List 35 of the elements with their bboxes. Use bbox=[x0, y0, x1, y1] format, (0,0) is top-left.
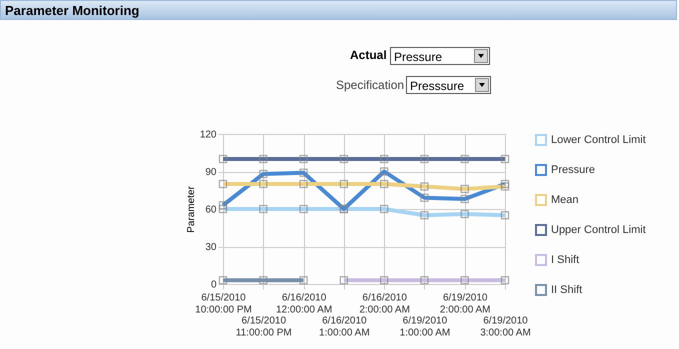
text: Specification bbox=[336, 78, 404, 92]
legend-label: Upper Control Limit bbox=[551, 224, 646, 236]
point bbox=[299, 154, 308, 164]
point bbox=[380, 154, 388, 164]
point bbox=[340, 154, 348, 164]
y-axis-title: Parameter bbox=[186, 185, 197, 233]
legend-label: Mean bbox=[551, 194, 579, 206]
point bbox=[420, 154, 429, 164]
text: Parameter Monitoring bbox=[0, 0, 677, 20]
point bbox=[500, 154, 510, 164]
y-tick-label: 30 bbox=[205, 242, 217, 253]
x-tick-label: 6/19/2010 1:00:00 AM bbox=[400, 316, 450, 338]
dropdown-field: Pressure bbox=[390, 47, 490, 65]
y-tick-label: 90 bbox=[205, 167, 217, 178]
x-tick-label: 6/15/2010 11:00:00 PM bbox=[236, 316, 292, 338]
y-tick-label: 60 bbox=[205, 204, 217, 216]
legend-label: Lower Control Limit bbox=[551, 134, 646, 146]
x-tick-label: 6/16/2010 2:00:00 AM bbox=[359, 292, 410, 316]
x-tick-label: 6/15/2010 10:00:00 PM bbox=[195, 292, 252, 316]
point bbox=[259, 276, 268, 284]
text: Actual bbox=[350, 48, 387, 62]
legend-label: Pressure bbox=[551, 164, 596, 176]
x-tick-label: 6/19/2010 3:00:00 AM bbox=[480, 316, 531, 338]
point bbox=[218, 154, 228, 164]
point bbox=[299, 276, 308, 284]
point bbox=[460, 154, 469, 164]
x-tick-label: 6/19/2010 2:00:00 AM bbox=[440, 292, 491, 316]
x-tick-label: 6/16/2010 1:00:00 AM bbox=[319, 316, 370, 338]
legend-label: I Shift bbox=[551, 254, 580, 266]
x-tick-label: 6/16/2010 12:00:00 AM bbox=[276, 292, 332, 316]
legend-label: II Shift bbox=[551, 284, 582, 296]
dropdown-field: Presssure bbox=[406, 76, 491, 94]
y-tick-label: 0 bbox=[210, 280, 217, 290]
point bbox=[259, 154, 268, 164]
y-tick-label: 120 bbox=[200, 130, 217, 140]
